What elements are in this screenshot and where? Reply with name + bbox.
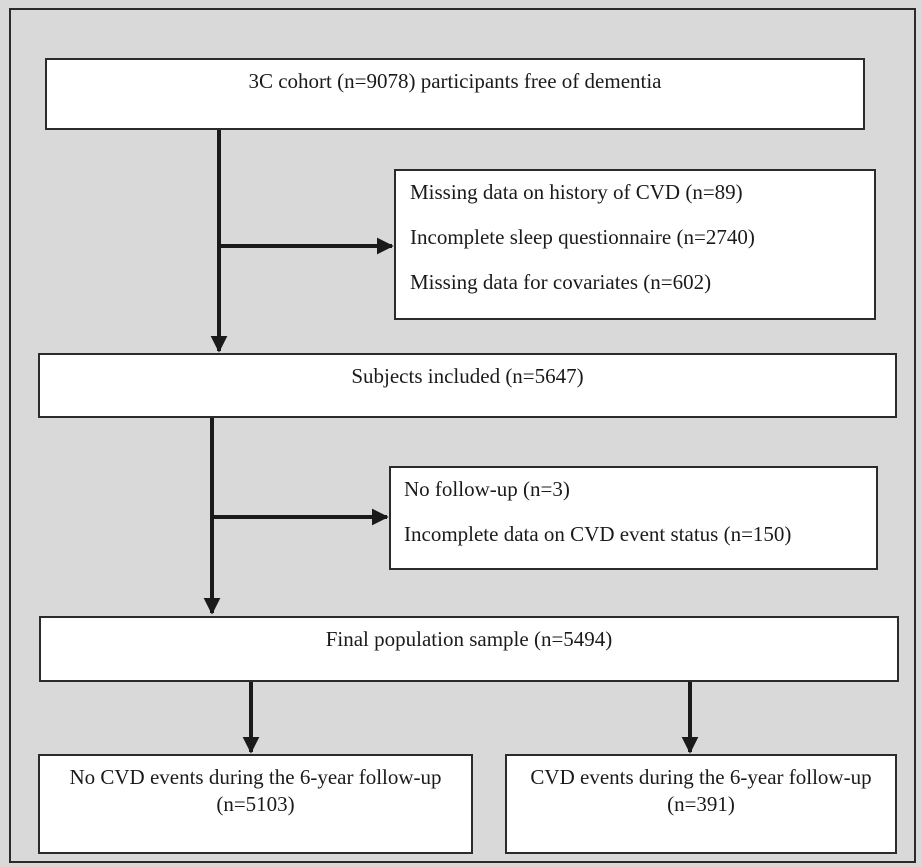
cohort-box: 3C cohort (n=9078) participants free of … [45,58,865,130]
exclusion-1-item-1: Missing data on history of CVD (n=89) [410,180,743,204]
no-events-line1: No CVD events during the 6-year follow-u… [69,765,442,789]
exclusion-box-2: No follow-up (n=3) Incomplete data on CV… [389,466,878,570]
included-text: Subjects included (n=5647) [351,364,584,388]
cohort-text: 3C cohort (n=9078) participants free of … [248,69,662,93]
final-sample-box: Final population sample (n=5494) [39,616,899,682]
final-sample-text: Final population sample (n=5494) [325,627,613,651]
exclusion-2-item-1: No follow-up (n=3) [404,477,570,501]
exclusion-2-item-2: Incomplete data on CVD event status (n=1… [404,522,792,546]
exclusion-1-item-3: Missing data for covariates (n=602) [410,270,712,294]
events-line1: CVD events during the 6-year follow-up [530,765,872,789]
exclusion-1-item-2: Incomplete sleep questionnaire (n=2740) [410,225,755,249]
no-events-line2: (n=5103) [216,792,295,816]
no-events-box: No CVD events during the 6-year follow-u… [38,754,473,854]
exclusion-box-1: Missing data on history of CVD (n=89) In… [394,169,876,320]
outer-frame [9,8,916,863]
included-box: Subjects included (n=5647) [38,353,897,418]
events-box: CVD events during the 6-year follow-up (… [505,754,897,854]
events-line2: (n=391) [667,792,735,816]
